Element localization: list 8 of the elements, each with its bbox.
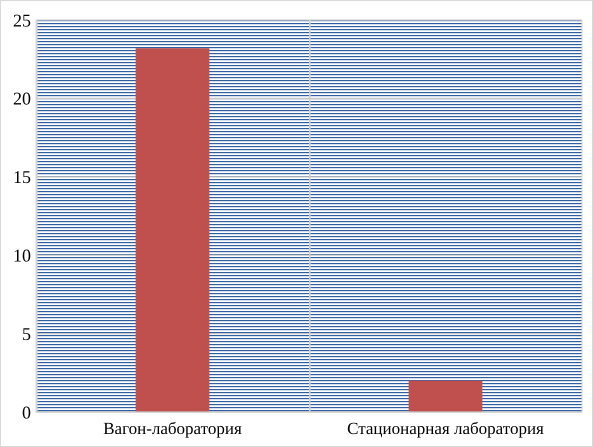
y-tick-label: 10 [13,246,31,266]
y-tick-label: 15 [13,167,31,188]
y-tick-label: 0 [22,402,31,422]
y-tick-label: 25 [13,10,31,30]
y-tick-label: 5 [22,324,31,344]
x-tick-label: Стационарная лаборатория [347,419,544,438]
x-tick-label: Вагон-лаборатория [103,419,242,438]
y-tick-label: 20 [13,88,31,109]
